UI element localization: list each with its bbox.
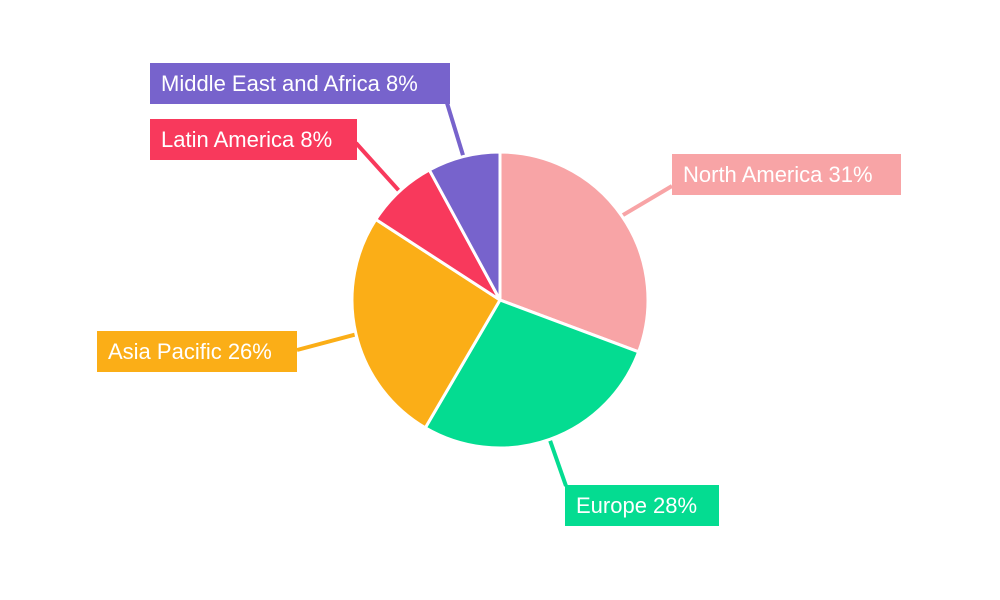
leader-line-latin-america (354, 141, 403, 195)
pie-slice-north-america (498, 150, 650, 354)
leader-line-asia-pacific (296, 331, 359, 352)
leader-line-north-america (618, 184, 674, 219)
leader-line-middle-east-and-africa (445, 102, 466, 160)
leader-line-europe (547, 436, 568, 487)
callout-label-middle-east-and-africa: Middle East and Africa 8% (150, 63, 450, 104)
pie-slice-middle-east-and-africa (427, 150, 502, 302)
callout-label-latin-america: Latin America 8% (150, 119, 357, 160)
callout-label-europe: Europe 28% (565, 485, 719, 526)
callout-label-asia-pacific: Asia Pacific 26% (97, 331, 297, 372)
callout-label-north-america: North America 31% (672, 154, 901, 195)
pie-slice-asia-pacific (350, 217, 502, 430)
